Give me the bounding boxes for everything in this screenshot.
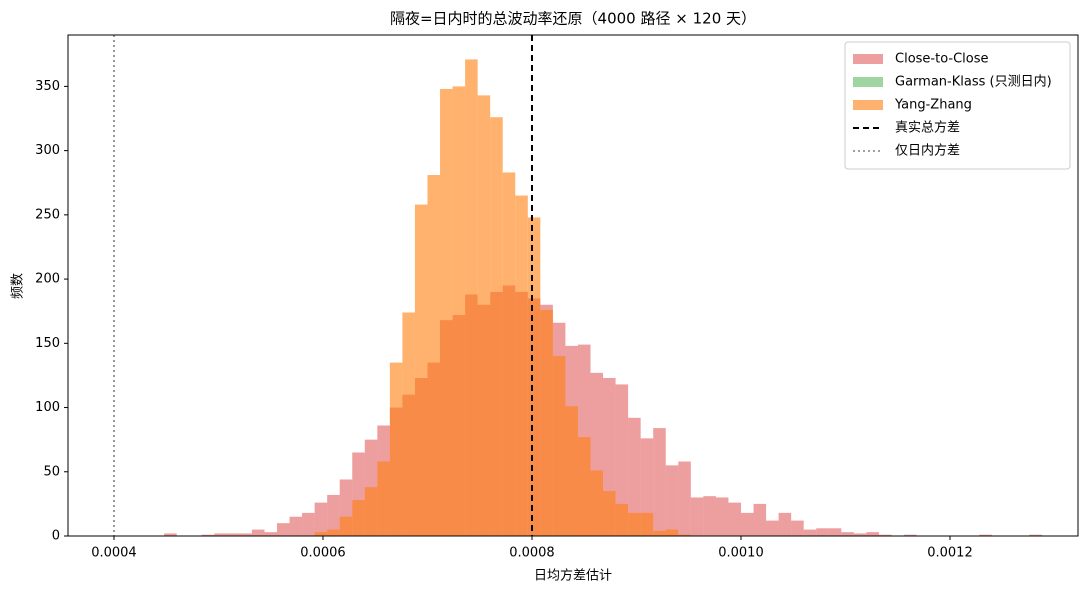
legend-label: 真实总方差	[895, 120, 960, 136]
x-tick-label: 0.0012	[927, 546, 973, 561]
histogram-bar	[590, 470, 604, 536]
histogram-bar	[402, 312, 415, 536]
histogram-bar	[327, 529, 340, 536]
legend-swatch	[853, 54, 883, 64]
histogram-bar	[690, 497, 704, 536]
x-tick-label: 0.0010	[718, 546, 764, 561]
y-tick-label: 0	[52, 529, 60, 544]
histogram-bar	[803, 529, 817, 536]
histogram-bar	[239, 533, 252, 536]
y-tick-label: 300	[35, 143, 60, 158]
histogram-bar	[277, 523, 290, 536]
y-tick-label: 50	[43, 464, 60, 479]
legend-label: 仅日内方差	[895, 143, 960, 159]
chart-title: 隔夜=日内时的总波动率还原（4000 路径 × 120 天）	[390, 10, 756, 28]
histogram-bar	[214, 533, 227, 536]
histogram-bar	[603, 491, 616, 536]
histogram-bar	[264, 532, 278, 536]
histogram-bar	[640, 438, 654, 536]
legend-box	[844, 41, 1071, 170]
histogram-bar	[665, 529, 679, 536]
histogram-bar	[791, 520, 804, 536]
histogram-bar	[904, 534, 917, 536]
histogram-bar	[414, 204, 428, 537]
histogram-bar	[628, 417, 641, 536]
histogram-bar	[678, 461, 691, 536]
histogram-bar	[314, 532, 328, 536]
y-tick-label: 350	[35, 79, 60, 94]
histogram-bar	[753, 503, 767, 536]
histogram-bar	[979, 534, 992, 536]
histogram-bar	[302, 512, 315, 536]
histogram-bar	[427, 175, 441, 536]
plot-frame	[67, 34, 1079, 537]
histogram-bar	[653, 428, 666, 536]
x-axis-label: 日均方差估计	[534, 568, 612, 584]
histogram-bar	[728, 502, 741, 536]
histogram-bar	[327, 494, 340, 536]
legend-swatch	[853, 100, 883, 110]
histogram-bar	[552, 356, 566, 536]
histogram-bar	[577, 437, 591, 536]
histogram-bar	[1029, 534, 1042, 536]
x-tick-label: 0.0008	[509, 546, 555, 561]
histogram-bar	[615, 503, 629, 536]
histogram-bar	[251, 529, 265, 536]
histogram-bar	[816, 528, 829, 536]
legend-swatch	[853, 77, 883, 87]
histogram-bar	[377, 461, 390, 536]
histogram-bar	[615, 384, 629, 536]
y-tick-label: 100	[35, 400, 60, 415]
histogram-bar	[766, 520, 779, 536]
y-axis-label: 频数	[11, 273, 26, 299]
x-tick-label: 0.0006	[300, 546, 346, 561]
histogram-bar	[527, 217, 541, 536]
y-tick-label: 200	[35, 272, 60, 287]
histogram-bar	[389, 362, 403, 536]
histogram-bar	[866, 532, 879, 536]
histogram-bar	[226, 533, 240, 536]
histogram-bar	[314, 502, 328, 536]
y-tick-label: 250	[35, 207, 60, 222]
histogram-bar	[201, 534, 215, 536]
histogram-bar	[841, 532, 854, 536]
histogram-bar	[477, 95, 491, 536]
histogram-bar	[352, 500, 365, 536]
histogram-bar	[502, 172, 516, 536]
histogram-bar	[452, 86, 466, 536]
histogram-bar	[853, 533, 867, 536]
histogram-bar	[465, 59, 478, 537]
histogram-bar	[339, 516, 353, 536]
legend-label: Garman-Klass (只测日内)	[895, 74, 1052, 90]
histogram-bar	[289, 516, 303, 536]
histogram-bar	[778, 512, 792, 536]
histogram-bar	[703, 496, 716, 536]
histogram-bar	[740, 512, 754, 536]
histogram-bar	[490, 117, 503, 536]
histogram-bar	[164, 533, 177, 536]
y-tick-label: 150	[35, 336, 60, 351]
histogram-bar	[628, 512, 641, 536]
histogram-bar	[565, 406, 578, 536]
histogram-bar	[653, 530, 666, 536]
legend-label: Close-to-Close	[895, 52, 989, 67]
histogram-bar	[540, 309, 553, 536]
histogram-bar	[665, 465, 679, 536]
histogram-bar	[678, 534, 691, 536]
x-tick-label: 0.0004	[91, 546, 137, 561]
histogram-bar	[715, 497, 729, 536]
histogram-bar	[440, 88, 453, 536]
legend-label: Yang-Zhang	[894, 98, 972, 113]
histogram-bar	[515, 195, 528, 537]
histogram-bar	[364, 487, 378, 536]
histogram-bar	[878, 534, 892, 536]
histogram-bar	[640, 512, 654, 536]
histogram-bar	[828, 528, 842, 536]
